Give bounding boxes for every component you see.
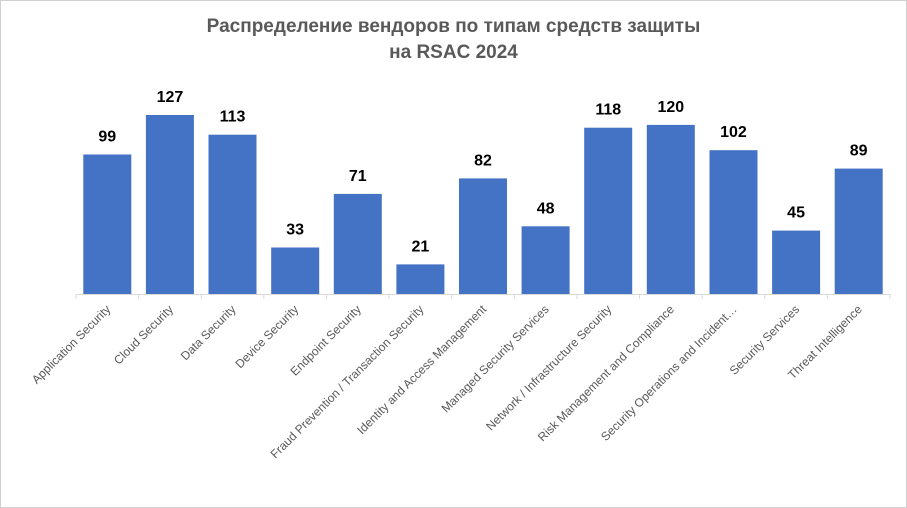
bar [709,150,758,294]
bar [83,154,132,294]
category-label: Managed Security Services [439,302,552,415]
value-label: 102 [720,124,747,141]
bar [271,247,320,294]
category-label: Cloud Security [111,302,176,367]
bar [521,226,570,294]
bar [646,124,695,295]
value-label: 45 [787,205,805,222]
bar [772,230,821,294]
value-label: 82 [474,152,492,169]
bars-group [83,115,883,295]
bar [396,264,445,294]
category-label: Risk Management and Compliance [535,302,677,444]
value-label: 89 [850,143,868,160]
value-label: 21 [411,238,429,255]
bar [459,178,507,294]
x-axis [75,294,891,299]
chart-title-line-1: Распределение вендоров по типам средств … [206,16,701,37]
category-label: Device Security [232,302,301,371]
category-label: Application Security [29,302,113,386]
bar [333,193,382,294]
chart-title-line-2: на RSAC 2024 [389,42,518,63]
value-label: 71 [349,168,367,185]
value-label: 48 [537,200,555,217]
bar [208,134,257,294]
value-label: 118 [595,102,621,119]
category-label: Security Operations and Incident… [598,302,739,443]
value-label: 33 [286,222,304,239]
value-label: 113 [220,109,246,126]
value-label: 99 [98,129,116,146]
bar [584,127,633,294]
category-label: Data Security [178,302,239,363]
bar [834,168,883,294]
value-label: 127 [157,89,184,106]
category-label: Network / Infrastructure Security [483,302,614,433]
value-label: 120 [657,99,684,116]
value-labels-group: 99 127 113 33 71 21 82 48 118 120 102 45 89 [98,89,867,255]
category-label: Identity and Access Management [354,302,489,437]
bar [145,115,194,294]
chart-title: Распределение вендоров по типам средств … [0,14,907,66]
